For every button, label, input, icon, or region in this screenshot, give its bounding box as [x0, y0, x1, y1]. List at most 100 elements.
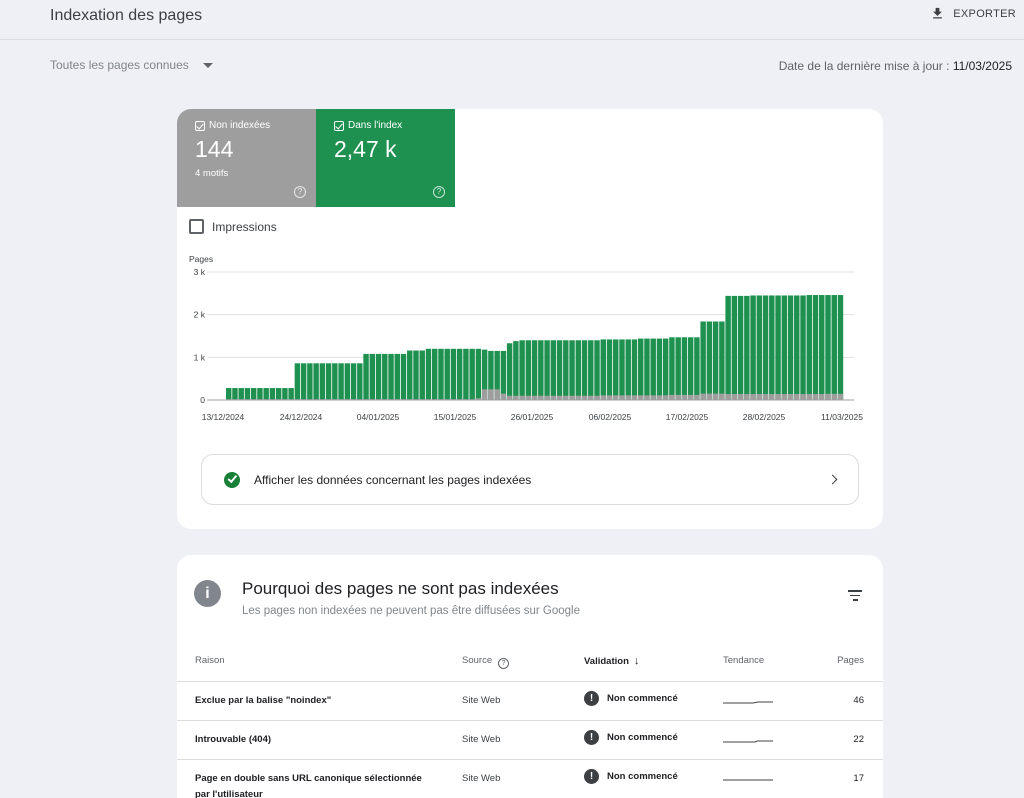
header-reason[interactable]: Raison — [195, 655, 225, 666]
bar-not-indexed — [556, 395, 563, 400]
help-icon[interactable]: ? — [433, 186, 445, 198]
bar-not-indexed — [531, 395, 538, 400]
bar-indexed — [581, 340, 588, 400]
last-update-label: Date de la dernière mise à jour : — [778, 59, 950, 73]
not-indexed-reasons-card: i Pourquoi des pages ne sont pas indexée… — [177, 555, 883, 798]
metric-not-indexed[interactable]: Non indexées 144 4 motifs ? — [177, 109, 316, 207]
bar-indexed — [238, 388, 244, 400]
export-button[interactable]: EXPORTER — [930, 6, 1016, 21]
bar-not-indexed — [238, 399, 244, 400]
bar-not-indexed — [444, 399, 450, 400]
bar-not-indexed — [819, 394, 825, 400]
bar-indexed — [737, 295, 744, 400]
bar-indexed — [669, 337, 675, 400]
bar-indexed — [619, 339, 625, 400]
bar-indexed — [369, 353, 376, 400]
pages-chart: Pages 0 1 k 2 k 3 k 13/12/2024 24/12/2024 04/01… — [189, 254, 863, 422]
bar-indexed — [456, 348, 463, 400]
last-update: Date de la dernière mise à jour : 11/03/… — [779, 59, 1012, 73]
help-icon[interactable]: ? — [498, 658, 510, 669]
section-title: Pourquoi des pages ne sont pas indexées — [242, 579, 559, 598]
bar-indexed — [650, 338, 656, 400]
row-reason: Introuvable (404) — [195, 734, 272, 745]
pages-filter-dropdown[interactable]: Toutes les pages connues — [50, 58, 213, 72]
bar-indexed — [762, 295, 769, 400]
bar-not-indexed — [606, 395, 613, 400]
header-source[interactable]: Source? — [462, 655, 510, 669]
y-tick-label: 3 k — [194, 267, 206, 277]
section-subtitle: Les pages non indexées ne peuvent pas êt… — [242, 605, 580, 617]
bar-indexed — [731, 295, 738, 400]
bar-indexed — [750, 295, 756, 400]
indexed-pages-link[interactable]: Afficher les données concernant les page… — [201, 454, 859, 505]
bar-indexed — [556, 340, 563, 400]
bar-not-indexed — [513, 395, 519, 400]
help-icon[interactable]: ? — [294, 186, 306, 198]
metric-indexed[interactable]: Dans l'index 2,47 k ? — [316, 109, 455, 207]
bar-not-indexed — [357, 399, 363, 400]
bar-not-indexed — [569, 395, 575, 400]
export-label: EXPORTER — [953, 7, 1016, 20]
bar-indexed — [425, 348, 432, 400]
bar-indexed — [831, 295, 837, 400]
bar-indexed — [257, 388, 263, 400]
exclamation-icon: ! — [584, 691, 599, 706]
bar-not-indexed — [625, 395, 631, 400]
bar-indexed — [325, 363, 332, 400]
indexed-pages-link-label: Afficher les données concernant les page… — [254, 472, 532, 487]
bar-indexed — [656, 338, 663, 400]
bar-not-indexed — [525, 395, 532, 400]
bar-not-indexed — [456, 399, 463, 400]
bar-not-indexed — [350, 399, 357, 400]
bar-not-indexed — [275, 399, 282, 400]
bar-indexed — [444, 348, 450, 400]
bar-not-indexed — [675, 394, 681, 400]
row-validation-label: Non commencé — [607, 771, 678, 782]
bar-not-indexed — [563, 395, 569, 400]
bar-not-indexed — [432, 399, 438, 400]
filter-selected-value: Toutes les pages connues — [50, 58, 189, 72]
bar-indexed — [269, 388, 276, 400]
bar-not-indexed — [837, 393, 844, 400]
metric-not-indexed-sub: 4 motifs — [195, 168, 229, 179]
bar-indexed — [719, 321, 725, 400]
header-validation-label: Validation — [584, 656, 629, 667]
header-trend[interactable]: Tendance — [723, 655, 765, 666]
table-row[interactable]: Exclue par la balise "noindex" Site Web … — [177, 682, 883, 721]
bar-not-indexed — [400, 399, 407, 400]
bar-indexed — [500, 350, 507, 400]
table-row[interactable]: Page en double sans URL canonique sélect… — [177, 760, 883, 798]
bar-not-indexed — [619, 395, 625, 400]
impressions-checkbox[interactable]: Impressions — [189, 219, 277, 234]
bar-not-indexed — [812, 394, 819, 400]
header-validation[interactable]: Validation ↓ — [584, 655, 639, 667]
bar-not-indexed — [731, 394, 738, 400]
table-row[interactable]: Introuvable (404) Site Web ! Non commencé… — [177, 721, 883, 760]
bar-indexed — [226, 388, 232, 400]
bar-indexed — [800, 295, 806, 400]
bar-not-indexed — [488, 389, 494, 400]
bar-indexed — [613, 339, 619, 400]
filter-icon[interactable] — [848, 590, 862, 604]
bar-not-indexed — [313, 399, 319, 400]
row-source: Site Web — [462, 695, 501, 706]
metric-not-indexed-label: Non indexées — [209, 120, 271, 131]
bar-not-indexed — [806, 394, 812, 400]
bar-indexed — [475, 348, 482, 400]
bar-not-indexed — [750, 394, 756, 400]
row-validation: ! Non commencé — [584, 691, 678, 706]
bar-indexed — [357, 363, 363, 400]
header-pages[interactable]: Pages — [837, 655, 864, 666]
x-tick-label: 15/01/2025 — [434, 412, 477, 422]
bar-indexed — [332, 363, 338, 400]
bar-not-indexed — [769, 394, 775, 400]
bar-not-indexed — [656, 395, 663, 400]
bar-indexed — [388, 353, 394, 400]
bar-indexed — [837, 295, 844, 400]
row-reason: Exclue par la balise "noindex" — [195, 695, 332, 706]
download-icon — [933, 7, 943, 19]
bar-indexed — [519, 340, 525, 400]
bar-indexed — [575, 340, 582, 400]
bar-not-indexed — [794, 394, 800, 400]
bar-not-indexed — [438, 399, 444, 400]
